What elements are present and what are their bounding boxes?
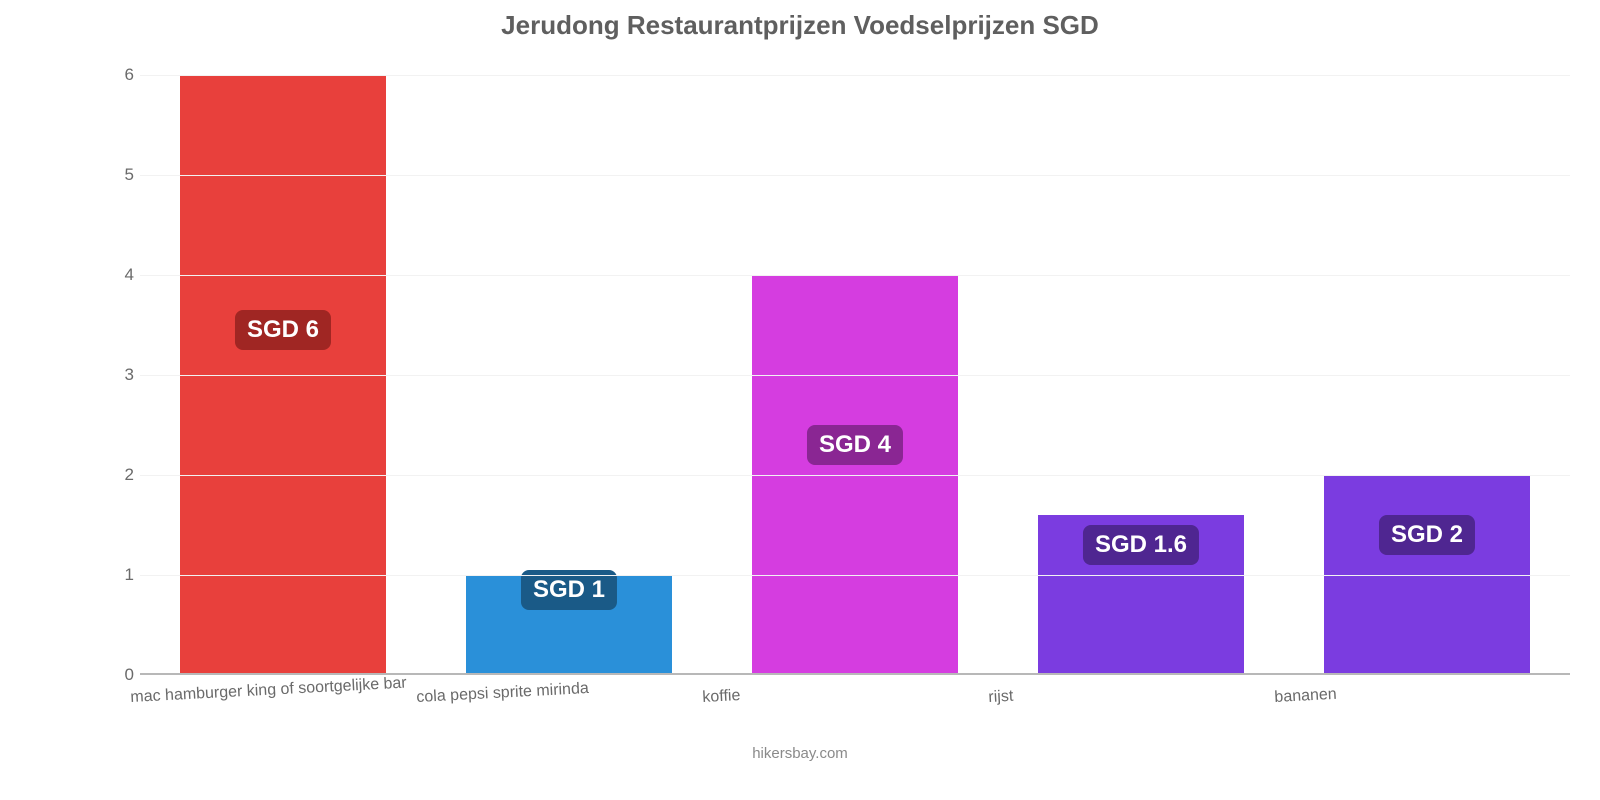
- bar-slot: SGD 1: [426, 55, 712, 675]
- x-tick-label: rijst: [988, 688, 1014, 707]
- y-tick-label: 2: [6, 465, 134, 485]
- value-badge: SGD 4: [807, 425, 903, 465]
- y-tick-label: 5: [6, 165, 134, 185]
- attribution-text: hikersbay.com: [0, 745, 1600, 762]
- value-badge: SGD 2: [1379, 515, 1475, 555]
- value-label: SGD 2: [1391, 521, 1463, 548]
- chart-container: Jerudong Restaurantprijzen Voedselprijze…: [0, 0, 1600, 800]
- x-tick-label: cola pepsi sprite mirinda: [416, 680, 589, 707]
- value-badge: SGD 6: [235, 310, 331, 350]
- value-label: SGD 6: [247, 316, 319, 343]
- x-tick-label: bananen: [1274, 686, 1337, 707]
- value-label: SGD 4: [819, 431, 891, 458]
- bar-slot: SGD 6: [140, 55, 426, 675]
- gridline: [140, 275, 1570, 276]
- y-tick-label: 0: [6, 665, 134, 685]
- bar-slot: SGD 2: [1284, 55, 1570, 675]
- gridline: [140, 175, 1570, 176]
- gridline: [140, 375, 1570, 376]
- gridline: [140, 575, 1570, 576]
- gridline: [140, 475, 1570, 476]
- y-tick-label: 6: [6, 65, 134, 85]
- value-label: SGD 1.6: [1095, 531, 1187, 558]
- plot-area: SGD 6 SGD 1 SGD 4 SGD 1.6 SGD 2 0123456: [140, 55, 1570, 675]
- value-label: SGD 1: [533, 576, 605, 603]
- bars-row: SGD 6 SGD 1 SGD 4 SGD 1.6 SGD 2: [140, 55, 1570, 675]
- y-tick-label: 4: [6, 265, 134, 285]
- y-tick-label: 1: [6, 565, 134, 585]
- y-tick-label: 3: [6, 365, 134, 385]
- value-badge: SGD 1.6: [1083, 525, 1199, 565]
- chart-title: Jerudong Restaurantprijzen Voedselprijze…: [0, 0, 1600, 41]
- bar-slot: SGD 1.6: [998, 55, 1284, 675]
- x-tick-label: koffie: [702, 687, 741, 707]
- bar-slot: SGD 4: [712, 55, 998, 675]
- x-tick-label: mac hamburger king of soortgelijke bar: [130, 675, 407, 707]
- value-badge: SGD 1: [521, 570, 617, 610]
- baseline: [140, 673, 1570, 675]
- gridline: [140, 75, 1570, 76]
